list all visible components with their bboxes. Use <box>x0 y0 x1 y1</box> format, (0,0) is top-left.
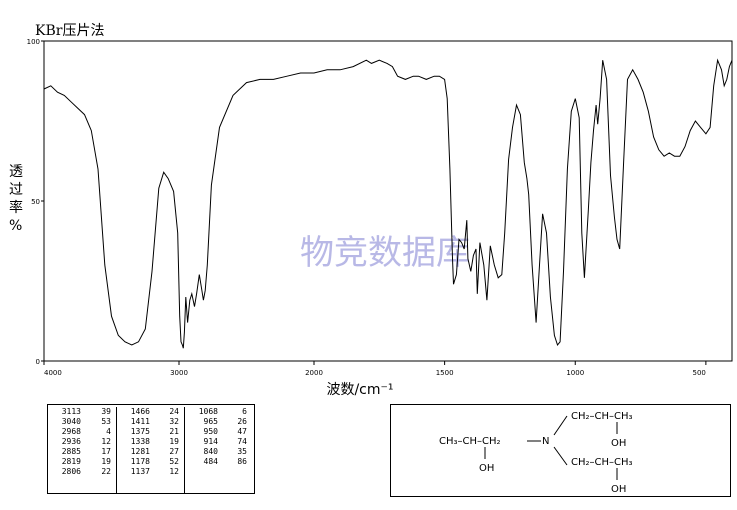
peak-table-row: 3113 39 <box>53 407 111 417</box>
watermark: 物竞数据库 <box>300 233 470 273</box>
peak-wavenumber: 2819 <box>61 457 81 466</box>
nitrogen-atom: N <box>542 436 549 447</box>
y-label-char: 率 <box>9 199 23 216</box>
peak-wavenumber: 1338 <box>130 437 150 446</box>
peak-table-row: 3040 53 <box>53 417 111 427</box>
peak-table-row: 2936 12 <box>53 437 111 447</box>
peak-table-row: 2968 4 <box>53 427 111 437</box>
peak-wavenumber: 1178 <box>130 457 150 466</box>
peak-transmittance: 19 <box>169 437 179 446</box>
peak-wavenumber: 1137 <box>130 467 150 476</box>
peak-table-row: 1338 19 <box>122 437 179 447</box>
lower-chain-text: CH₂–CH–CH₃ <box>571 457 633 468</box>
peak-transmittance: 19 <box>101 457 111 466</box>
peak-wavenumber: 3113 <box>61 407 81 416</box>
left-chain-text: CH₃–CH–CH₂ <box>439 436 501 447</box>
peak-transmittance: 6 <box>242 407 247 416</box>
peak-transmittance: 26 <box>237 417 247 426</box>
peak-transmittance: 32 <box>169 417 179 426</box>
y-label-char: 过 <box>9 182 23 198</box>
peak-transmittance: 39 <box>101 407 111 416</box>
peak-wavenumber: 2806 <box>61 467 81 476</box>
peak-table-row: 950 47 <box>190 427 247 437</box>
structure-diagram: CH₃–CH–CH₂ OH N CH₂–CH–CH₃ OH CH₂–CH–CH₃… <box>390 404 731 497</box>
peak-transmittance: 22 <box>101 467 111 476</box>
peak-table-row: 484 86 <box>190 457 247 467</box>
peak-transmittance: 4 <box>106 427 111 436</box>
peak-transmittance: 35 <box>237 447 247 456</box>
x-tick-label: 1500 <box>436 369 454 377</box>
peak-table: 3113 39 3040 53 2968 4 2936 12 2885 17 2819 19 2806 2… <box>47 404 255 494</box>
transmittance-line <box>43 58 733 349</box>
n-lower-bond <box>553 446 568 466</box>
peak-table-row: 914 74 <box>190 437 247 447</box>
x-tick-label: 2000 <box>305 369 323 377</box>
peak-table-row: 1466 24 <box>122 407 179 417</box>
y-label-char: % <box>9 218 22 234</box>
peak-transmittance: 17 <box>101 447 111 456</box>
peak-table-column: 1068 6 965 26 950 47 914 74 840 35 484 86 <box>184 407 252 493</box>
peak-transmittance: 53 <box>101 417 111 426</box>
y-tick-label: 100 <box>27 38 40 46</box>
peak-table-row: 2806 22 <box>53 467 111 477</box>
peak-table-row: 2885 17 <box>53 447 111 457</box>
peak-transmittance: 27 <box>169 447 179 456</box>
peak-wavenumber: 1411 <box>130 417 150 426</box>
peak-table-row: 2819 19 <box>53 457 111 467</box>
peak-table-row: 1281 27 <box>122 447 179 457</box>
peak-wavenumber: 1281 <box>130 447 150 456</box>
y-axis-ticks: 0 50 100 <box>27 38 44 366</box>
peak-wavenumber: 1466 <box>130 407 150 416</box>
peak-transmittance: 47 <box>237 427 247 436</box>
peak-table-row: 1137 12 <box>122 467 179 477</box>
peak-wavenumber: 1375 <box>130 427 150 436</box>
left-hydroxyl-text: OH <box>479 463 494 474</box>
peak-transmittance: 21 <box>169 427 179 436</box>
peak-wavenumber: 914 <box>203 437 218 446</box>
peak-table-row: 840 35 <box>190 447 247 457</box>
upper-hydroxyl-text: OH <box>611 438 626 449</box>
peak-table-column: 3113 39 3040 53 2968 4 2936 12 2885 17 2819 19 2806 2… <box>48 407 116 493</box>
peak-table-row: 1068 6 <box>190 407 247 417</box>
peak-transmittance: 52 <box>169 457 179 466</box>
x-axis-label: 波数/cm⁻¹ <box>326 382 393 398</box>
peak-wavenumber: 2968 <box>61 427 81 436</box>
x-axis-ticks: 4000 3000 2000 1500 1000 500 <box>43 361 707 377</box>
peak-wavenumber: 950 <box>203 427 218 436</box>
peak-transmittance: 86 <box>237 457 247 466</box>
n-upper-bond <box>553 415 568 436</box>
peak-table-row: 1411 32 <box>122 417 179 427</box>
peak-wavenumber: 840 <box>203 447 218 456</box>
peak-transmittance: 12 <box>101 437 111 446</box>
y-tick-label: 50 <box>31 198 40 206</box>
peak-table-row: 1375 21 <box>122 427 179 437</box>
lower-hydroxyl-text: OH <box>611 484 626 495</box>
x-tick-label: 1000 <box>566 369 584 377</box>
peak-wavenumber: 2936 <box>61 437 81 446</box>
peak-transmittance: 24 <box>169 407 179 416</box>
peak-transmittance: 74 <box>237 437 247 446</box>
peak-wavenumber: 2885 <box>61 447 81 456</box>
y-label-char: 透 <box>9 164 23 180</box>
peak-wavenumber: 3040 <box>61 417 81 426</box>
structure-svg: CH₃–CH–CH₂ OH N CH₂–CH–CH₃ OH CH₂–CH–CH₃… <box>439 411 633 495</box>
upper-chain-text: CH₂–CH–CH₃ <box>571 411 633 422</box>
peak-transmittance: 12 <box>169 467 179 476</box>
x-tick-label: 500 <box>693 369 706 377</box>
peak-table-row: 965 26 <box>190 417 247 427</box>
x-tick-label: 4000 <box>44 369 62 377</box>
method-label: KBr压片法 <box>35 23 104 39</box>
y-axis-label: 透过率% <box>9 164 23 234</box>
peak-table-column: 1466 24 1411 32 1375 21 1338 19 1281 27 1178 52 1137… <box>116 407 184 493</box>
peak-wavenumber: 1068 <box>198 407 218 416</box>
peak-wavenumber: 484 <box>203 457 218 466</box>
peak-table-row: 1178 52 <box>122 457 179 467</box>
x-tick-label: 3000 <box>170 369 188 377</box>
peak-wavenumber: 965 <box>203 417 218 426</box>
y-tick-label: 0 <box>36 358 40 366</box>
